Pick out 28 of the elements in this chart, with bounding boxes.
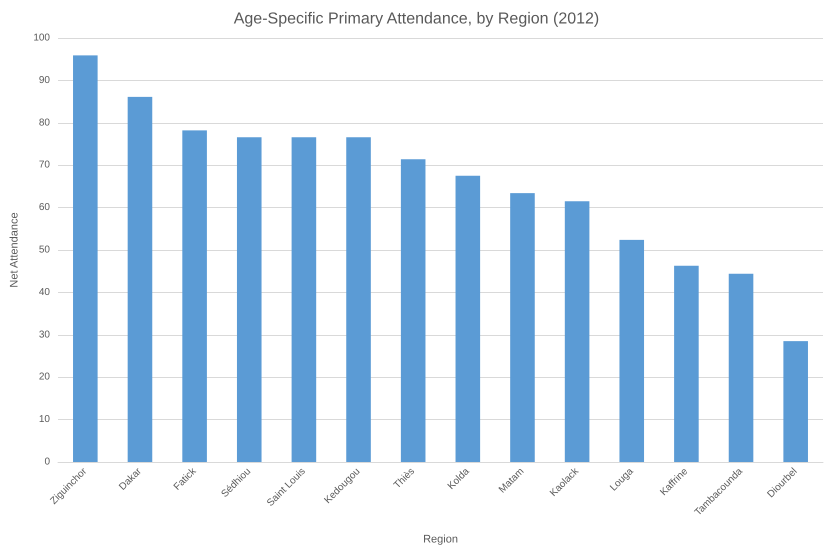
y-tick-label: 50: [38, 244, 50, 256]
bar: [456, 176, 480, 462]
bar: [510, 193, 535, 462]
y-axis-title: Net Attendance: [8, 212, 20, 288]
y-tick-label: 60: [38, 202, 50, 214]
bar: [73, 55, 98, 462]
x-axis-title: Region: [423, 534, 458, 546]
bar: [128, 96, 152, 462]
bar: [674, 266, 699, 462]
y-tick-label: 70: [38, 160, 50, 171]
bar: [400, 159, 426, 462]
y-tick-label: 30: [38, 329, 50, 340]
bar: [292, 137, 316, 462]
bar: [346, 137, 371, 462]
y-tick-label: 20: [38, 372, 50, 383]
bar: [564, 201, 590, 462]
y-tick-label: 100: [33, 32, 50, 44]
bar: [236, 137, 262, 462]
y-tick-label: 10: [38, 414, 50, 426]
bar: [182, 130, 207, 462]
y-tick-label: 90: [38, 74, 50, 86]
y-tick-label: 40: [38, 286, 50, 298]
bar: [619, 240, 644, 462]
bar: [783, 341, 808, 462]
bar: [728, 274, 754, 462]
y-tick-label: 80: [38, 117, 50, 128]
y-tick-label: 0: [44, 456, 50, 468]
chart-title: Age-Specific Primary Attendance, by Region (2012): [234, 10, 600, 28]
